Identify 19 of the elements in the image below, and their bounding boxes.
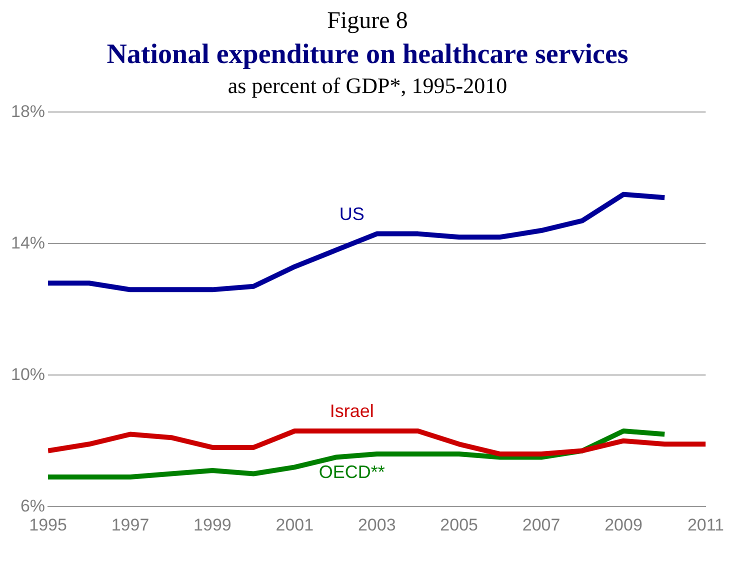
y-tick-label: 18% (10, 102, 46, 121)
x-tick-label: 1997 (111, 515, 150, 534)
series-label: Israel (330, 400, 374, 421)
y-tick-label: 10% (10, 364, 46, 384)
chart-subtitle: as percent of GDP*, 1995-2010 (226, 73, 508, 99)
x-tick-label: 2011 (687, 515, 724, 534)
y-tick-label: 6% (20, 496, 46, 516)
x-tick-label: 1995 (29, 515, 67, 534)
x-tick-label: 2003 (358, 515, 396, 534)
chart-title: National expenditure on healthcare services (106, 39, 630, 71)
series-label: US (339, 204, 364, 224)
caption: Figure 8 (326, 8, 409, 35)
x-tick-label: 1999 (194, 515, 232, 534)
y-tick-label: 14% (10, 233, 46, 252)
x-tick-label: 2005 (440, 515, 478, 534)
series-label: OECD** (318, 462, 385, 482)
x-tick-label: 2007 (522, 515, 560, 534)
x-tick-label: 2009 (604, 515, 642, 534)
x-tick-label: 2001 (276, 515, 314, 534)
